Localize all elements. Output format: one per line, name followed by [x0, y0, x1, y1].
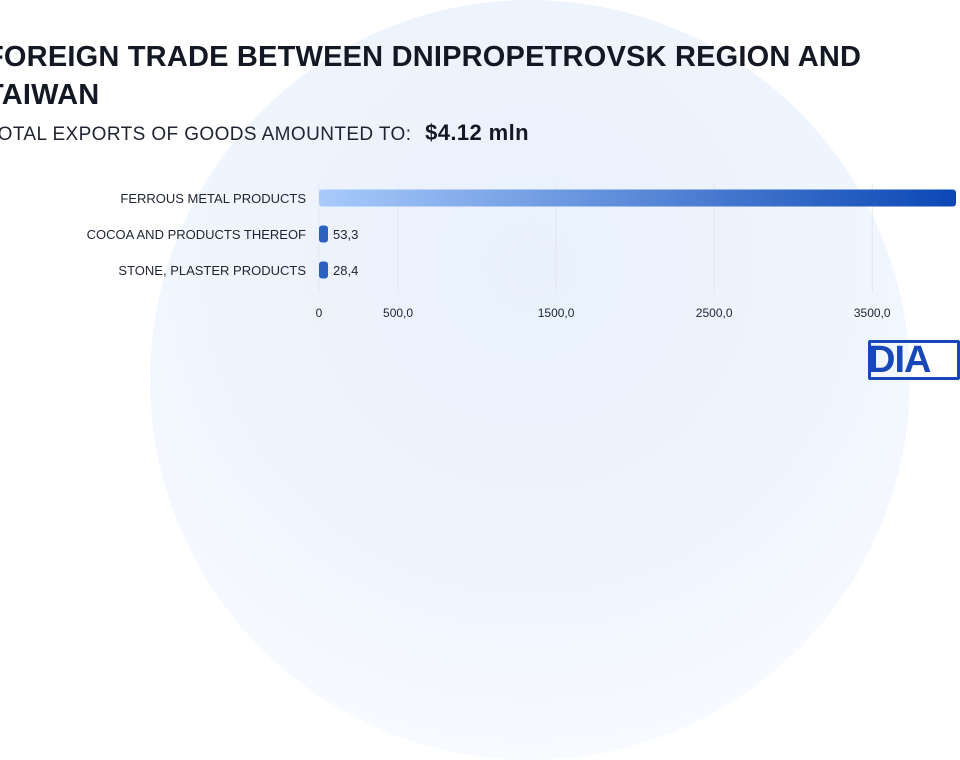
x-tick-label: 1500,0	[538, 306, 575, 320]
bar	[319, 189, 956, 207]
x-tick-label: 3500,0	[854, 306, 891, 320]
dia-logo: DIA	[868, 339, 960, 381]
bar	[319, 225, 328, 243]
chart-subtitle: TOTAL EXPORTS OF GOODS AMOUNTED TO: $4.1…	[0, 120, 529, 146]
bar	[319, 261, 328, 279]
subtitle-total-value: $4.12 mln	[425, 120, 529, 145]
chart-title: FOREIGN TRADE BETWEEN DNIPROPETROVSK REG…	[0, 41, 862, 111]
x-tick-label: 500,0	[383, 306, 413, 320]
value-label: 28,4	[333, 263, 358, 278]
category-label: STONE, PLASTER PRODUCTS	[118, 263, 306, 278]
value-label: 53,3	[333, 227, 358, 242]
subtitle-label: TOTAL EXPORTS OF GOODS AMOUNTED TO:	[0, 124, 412, 145]
x-tick-label: 2500,0	[696, 306, 733, 320]
category-labels: FERROUS METAL PRODUCTS COCOA AND PRODUCTS…	[87, 191, 359, 278]
x-tick-label: 0	[316, 306, 323, 320]
background-circle	[150, 0, 910, 760]
category-label: COCOA AND PRODUCTS THEREOF	[87, 227, 306, 242]
bar-chart: FERROUS METAL PRODUCTS COCOA AND PRODUCTS…	[87, 183, 956, 320]
logo-frame	[868, 340, 960, 380]
logo-text: DIA	[868, 339, 931, 381]
bars	[319, 189, 956, 279]
x-axis-ticks: 0 500,0 1500,0 2500,0 3500,0	[316, 306, 891, 320]
category-label: FERROUS METAL PRODUCTS	[120, 191, 306, 206]
